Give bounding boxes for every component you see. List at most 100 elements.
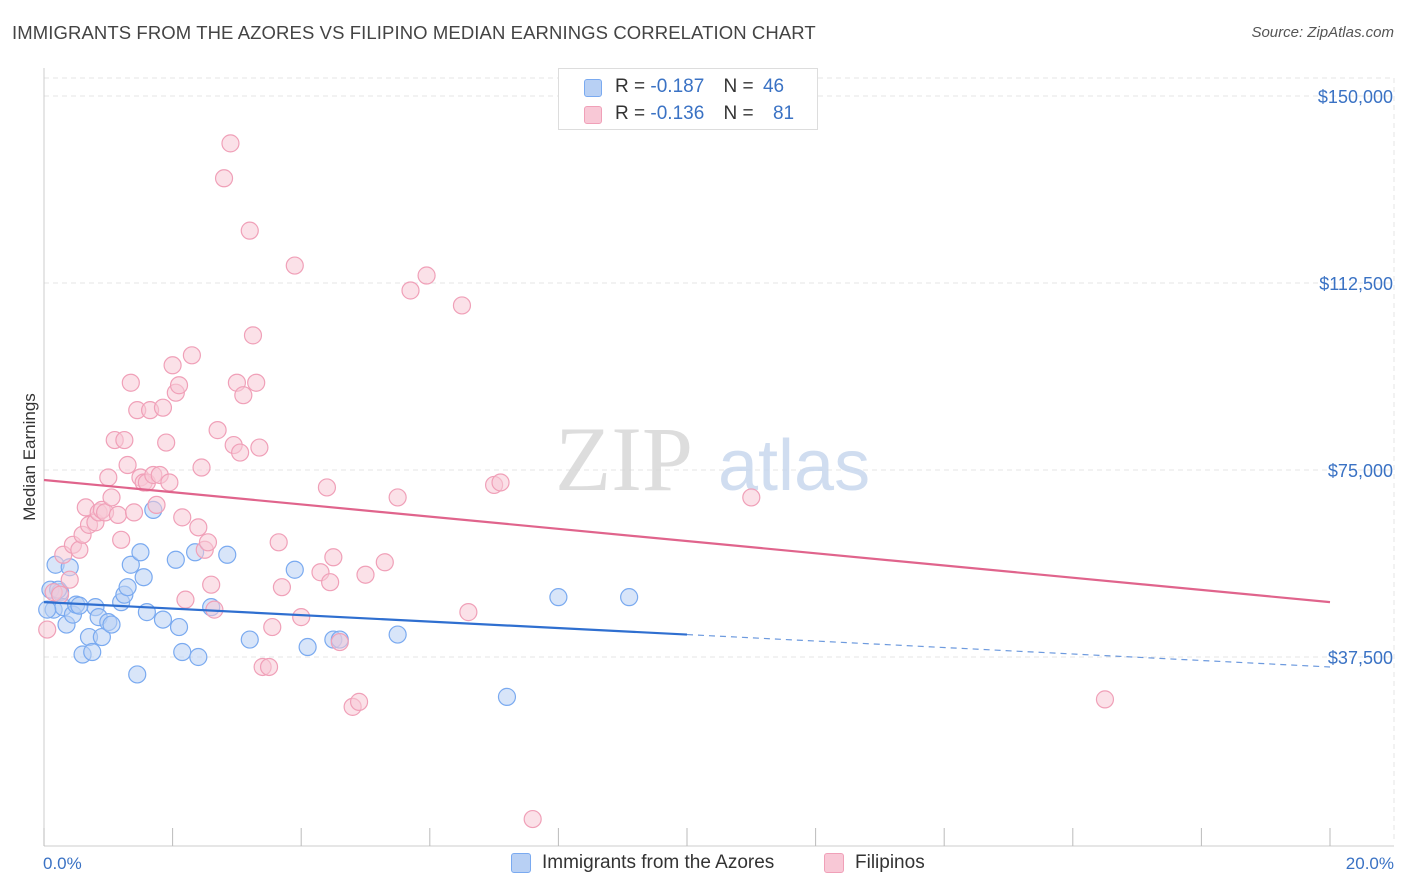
- data-point: [218, 545, 237, 564]
- data-point: [324, 548, 343, 567]
- data-point: [250, 438, 269, 457]
- data-point: [157, 433, 176, 452]
- data-point: [269, 533, 288, 552]
- data-point: [153, 398, 173, 417]
- data-point: [198, 533, 218, 552]
- data-point: [497, 687, 517, 706]
- data-point: [160, 473, 179, 492]
- data-point: [549, 588, 568, 607]
- data-point: [234, 386, 253, 405]
- data-point: [247, 373, 266, 392]
- series-swatch-azores: [511, 853, 531, 873]
- trend-line-extension-0: [686, 633, 1331, 668]
- data-point: [214, 169, 234, 188]
- chart-source: Source: ZipAtlas.com: [1251, 24, 1394, 41]
- trend-layer: [43, 478, 1331, 668]
- data-point: [285, 256, 304, 275]
- data-point: [263, 617, 282, 637]
- watermark: ZIP atlas: [555, 408, 870, 510]
- legend-r-label: R =: [615, 103, 646, 124]
- data-point: [83, 642, 102, 662]
- data-point: [189, 647, 208, 667]
- data-point: [208, 421, 227, 440]
- watermark-atlas: atlas: [718, 426, 870, 506]
- data-point: [491, 473, 510, 492]
- trend-line-1: [43, 478, 1331, 604]
- data-point: [70, 596, 89, 615]
- data-point: [147, 495, 166, 515]
- data-point: [231, 443, 250, 462]
- data-point: [128, 665, 147, 684]
- data-point: [118, 455, 137, 475]
- points-layer: [38, 134, 1115, 829]
- chart-title: IMMIGRANTS FROM THE AZORES VS FILIPINO M…: [12, 22, 816, 43]
- y-tick-label: $112,500: [1319, 274, 1393, 294]
- legend-swatch-filipinos: [584, 106, 602, 124]
- data-point: [118, 578, 137, 597]
- data-point: [121, 373, 140, 392]
- data-point: [121, 555, 140, 574]
- series-label-filipinos: Filipinos: [855, 852, 925, 873]
- legend-row-azores: R = -0.187 N = 46: [584, 76, 785, 98]
- data-point: [272, 578, 292, 597]
- x-tick-label-left: 0.0%: [43, 854, 82, 873]
- data-point: [131, 543, 150, 562]
- data-point: [108, 505, 128, 524]
- data-point: [1095, 690, 1115, 709]
- data-point: [298, 637, 317, 657]
- y-tick-label: $37,500: [1328, 648, 1393, 668]
- data-point: [176, 590, 195, 609]
- data-point: [285, 560, 304, 579]
- data-point: [153, 610, 173, 629]
- data-point: [166, 550, 185, 569]
- data-point: [163, 356, 182, 375]
- data-point: [417, 266, 436, 285]
- data-point: [243, 326, 263, 345]
- series-label-azores: Immigrants from the Azores: [542, 852, 775, 873]
- series-swatch-filipinos: [824, 853, 844, 873]
- data-point: [375, 553, 394, 572]
- data-point: [99, 468, 118, 487]
- data-point: [134, 568, 153, 587]
- data-point: [173, 642, 192, 662]
- y-tick-label: $75,000: [1328, 461, 1393, 481]
- watermark-zip: ZIP: [555, 408, 693, 510]
- data-point: [60, 570, 79, 589]
- series-points-0: [38, 500, 639, 706]
- data-point: [452, 296, 472, 315]
- legend-r-value: -0.187: [650, 76, 705, 97]
- data-point: [112, 530, 131, 549]
- data-point: [388, 625, 407, 644]
- data-point: [102, 615, 121, 634]
- data-point: [240, 630, 259, 649]
- data-point: [459, 603, 478, 622]
- legend-n-value: 46: [762, 76, 785, 97]
- legend-row-filipinos: R = -0.136 N = 81: [584, 103, 794, 125]
- data-point: [742, 488, 761, 507]
- data-point: [620, 588, 639, 607]
- data-point: [202, 575, 221, 594]
- correlation-legend: R = -0.187 N = 46 R = -0.136 N = 81: [558, 68, 818, 130]
- data-point: [70, 540, 89, 559]
- data-point: [349, 692, 369, 711]
- data-point: [115, 430, 134, 450]
- data-point: [169, 376, 189, 395]
- data-point: [189, 518, 208, 537]
- data-point: [38, 600, 57, 619]
- legend-r-value: -0.136: [650, 103, 705, 124]
- data-point: [401, 281, 420, 300]
- data-point: [182, 346, 201, 365]
- x-tick-label-right: 20.0%: [1346, 854, 1394, 873]
- axis-layer: $37,500 $75,000 $112,500 $150,000: [43, 68, 1394, 847]
- trend-line-0: [43, 601, 688, 636]
- data-point: [292, 608, 311, 627]
- data-point: [192, 458, 211, 477]
- series-points-1: [38, 134, 1115, 829]
- data-point: [330, 632, 349, 652]
- data-point: [523, 809, 542, 829]
- data-point: [221, 134, 240, 153]
- data-point: [102, 488, 121, 507]
- data-point: [321, 573, 340, 592]
- data-point: [317, 478, 337, 497]
